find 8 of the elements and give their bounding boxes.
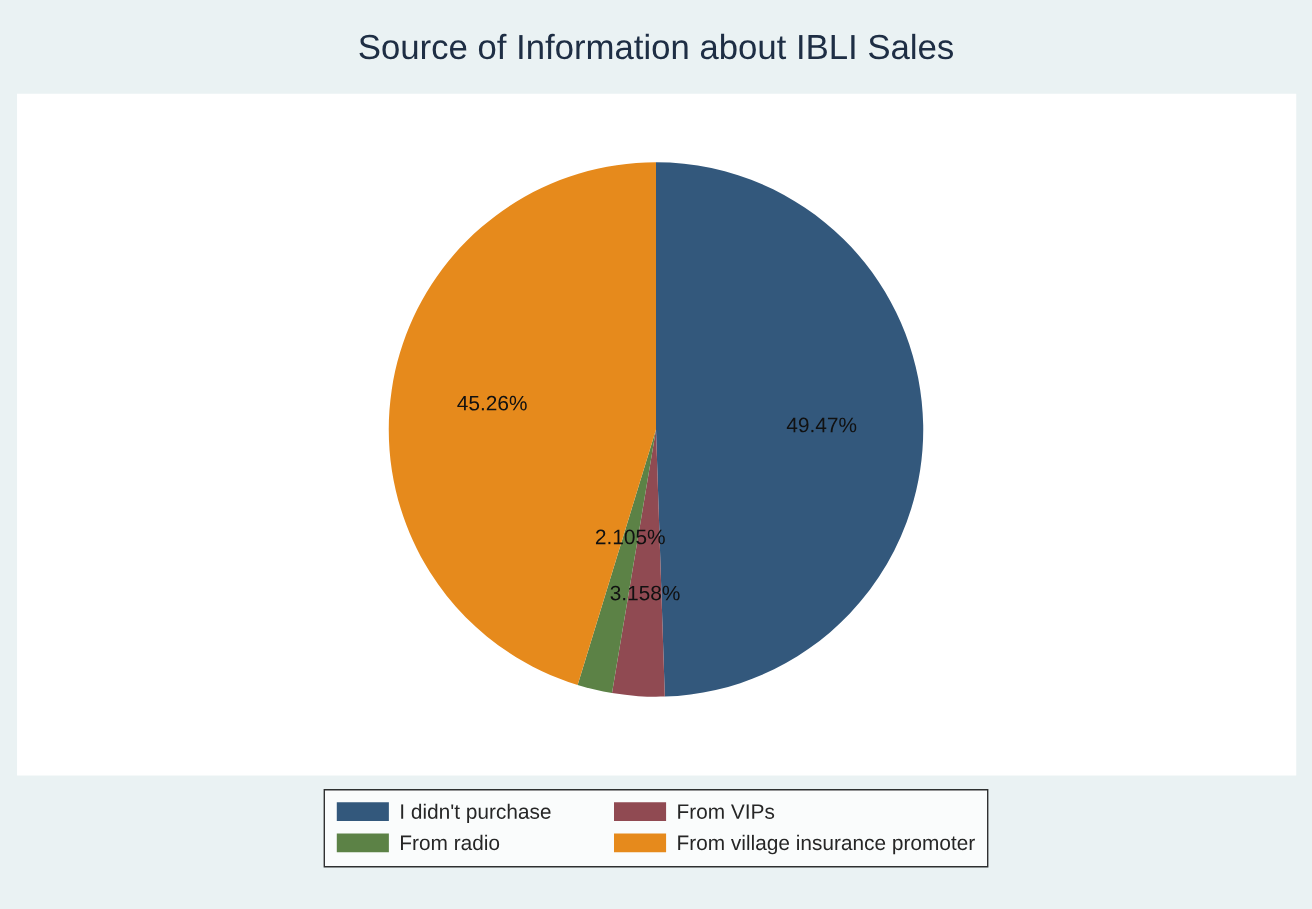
- chart-title: Source of Information about IBLI Sales: [359, 33, 953, 60]
- data-label: 49.47%: [786, 417, 857, 433]
- data-label: 3.158%: [610, 585, 680, 601]
- legend-label: From village insurance promoter: [678, 834, 975, 855]
- legend-label: From VIPs: [678, 804, 775, 819]
- data-label: 45.26%: [457, 395, 527, 411]
- legend-label: From radio: [401, 834, 500, 851]
- legend-label: I didn't purchase: [401, 803, 551, 824]
